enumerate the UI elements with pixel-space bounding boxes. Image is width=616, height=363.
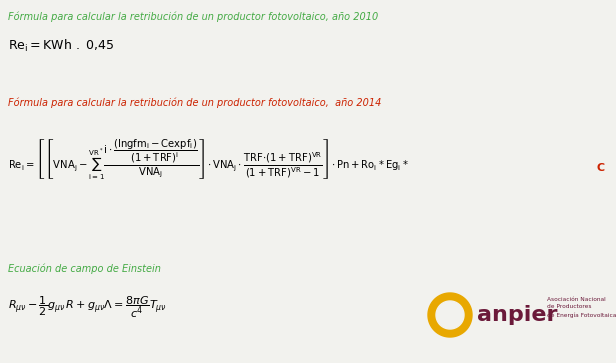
- Text: Fórmula para calcular la retribución de un productor fotovoltaico, año 2010: Fórmula para calcular la retribución de …: [8, 12, 378, 23]
- Text: $\mathrm{Re_i = KWh\ .\ 0{,}45}$: $\mathrm{Re_i = KWh\ .\ 0{,}45}$: [8, 38, 115, 54]
- Text: $R_{\mu\nu} - \dfrac{1}{2}g_{\mu\nu}\,R + g_{\mu\nu}\Lambda = \dfrac{8\pi G}{c^4: $R_{\mu\nu} - \dfrac{1}{2}g_{\mu\nu}\,R …: [8, 295, 167, 320]
- Text: $\mathrm{Re_i = \left[\left[VNA_j - \sum_{i=1}^{VR^*}\dfrac{i\cdot\dfrac{(Ingfm_: $\mathrm{Re_i = \left[\left[VNA_j - \sum…: [8, 138, 409, 182]
- Polygon shape: [436, 301, 464, 329]
- Text: Asociación Nacional
de Productores
de Energía Fotovoltaica: Asociación Nacional de Productores de En…: [547, 297, 616, 318]
- Text: anpier: anpier: [477, 305, 557, 325]
- Polygon shape: [428, 293, 472, 337]
- Text: Ecuación de campo de Einstein: Ecuación de campo de Einstein: [8, 263, 161, 273]
- Text: Fórmula para calcular la retribución de un productor fotovoltaico,  año 2014: Fórmula para calcular la retribución de …: [8, 98, 381, 109]
- Text: $\mathbf{C}$: $\mathbf{C}$: [596, 161, 606, 173]
